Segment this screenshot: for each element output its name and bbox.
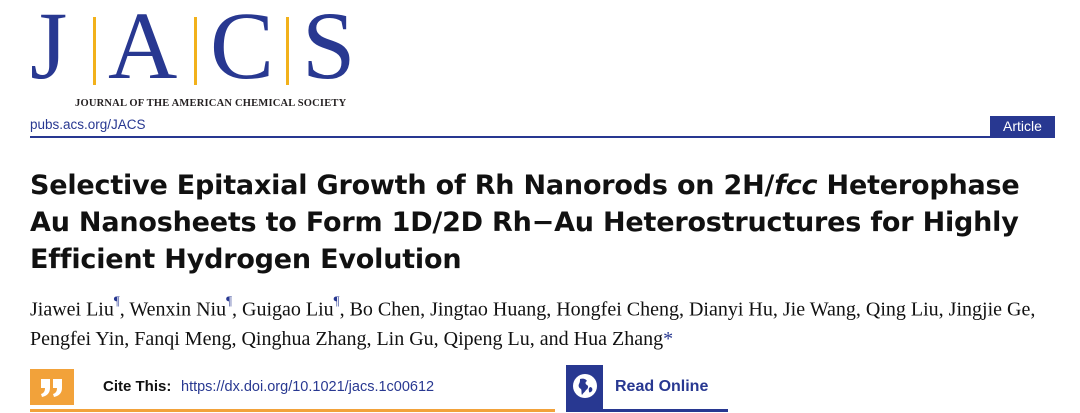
journal-tagline: JOURNAL OF THE AMERICAN CHEMICAL SOCIETY xyxy=(75,98,347,109)
read-online-underline xyxy=(566,409,728,412)
author-name[interactable]: Dianyi Hu xyxy=(688,298,773,321)
equal-contribution-mark: ¶ xyxy=(333,293,340,308)
author-name[interactable]: Jie Wang xyxy=(782,298,856,321)
logo-letter-c: C xyxy=(210,0,275,99)
author-name[interactable]: Fanqi Meng xyxy=(134,327,232,350)
author-name[interactable]: Qing Liu xyxy=(865,298,939,321)
journal-logo-letters: J A C S xyxy=(30,0,365,94)
logo-letter-s: S xyxy=(302,0,356,99)
author-name[interactable]: Hua Zhang xyxy=(573,327,664,350)
read-online-button[interactable]: Read Online xyxy=(566,360,728,413)
title-part-2: Heterophase Au Nanosheets to Form 1D/2D … xyxy=(30,170,1020,275)
author-name[interactable]: Qinghua Zhang xyxy=(241,327,367,350)
author-name[interactable]: Lin Gu xyxy=(376,327,434,350)
read-online-label: Read Online xyxy=(615,378,709,395)
cite-underline xyxy=(30,409,555,412)
logo-divider xyxy=(286,17,289,85)
author-name[interactable]: Pengfei Yin xyxy=(30,327,125,350)
equal-contribution-mark: ¶ xyxy=(226,293,233,308)
equal-contribution-mark: ¶ xyxy=(113,293,120,308)
author-name[interactable]: Jingjie Ge xyxy=(948,298,1031,321)
author-name[interactable]: Bo Chen xyxy=(349,298,421,321)
article-type-badge: Article xyxy=(990,116,1055,136)
title-part-1: Selective Epitaxial Growth of Rh Nanorod… xyxy=(30,170,775,201)
author-list: Jiawei Liu¶, Wenxin Niu¶, Guigao Liu¶, B… xyxy=(30,293,1036,350)
journal-url-link[interactable]: pubs.acs.org/JACS xyxy=(30,117,146,132)
logo-divider xyxy=(93,17,96,85)
article-title: Selective Epitaxial Growth of Rh Nanorod… xyxy=(30,167,1060,278)
cite-this-label: Cite This: xyxy=(103,378,172,395)
header-rule xyxy=(30,136,1055,138)
cite-this-block: Cite This: https://dx.doi.org/10.1021/ja… xyxy=(30,360,555,413)
quote-icon xyxy=(30,369,74,405)
globe-icon xyxy=(566,365,603,409)
author-name[interactable]: Hongfei Cheng xyxy=(556,298,679,321)
doi-link[interactable]: https://dx.doi.org/10.1021/jacs.1c00612 xyxy=(181,379,435,395)
title-italic-fcc: fcc xyxy=(774,170,818,201)
author-name[interactable]: Guigao Liu xyxy=(242,298,334,321)
author-name[interactable]: Jiawei Liu xyxy=(30,298,114,321)
corresponding-author-mark: * xyxy=(663,327,674,350)
author-name[interactable]: Qipeng Lu xyxy=(443,327,530,350)
journal-header-bar: pubs.acs.org/JACS Article xyxy=(30,116,1055,138)
logo-letter-a: A xyxy=(108,0,178,99)
author-name[interactable]: Jingtao Huang xyxy=(430,298,547,321)
author-name[interactable]: Wenxin Niu xyxy=(129,298,227,321)
author-conjunction: and xyxy=(539,327,569,350)
journal-logo: J A C S JOURNAL OF THE AMERICAN CHEMICAL… xyxy=(30,0,365,109)
logo-divider xyxy=(194,17,197,85)
logo-letter-j: J xyxy=(30,0,68,99)
